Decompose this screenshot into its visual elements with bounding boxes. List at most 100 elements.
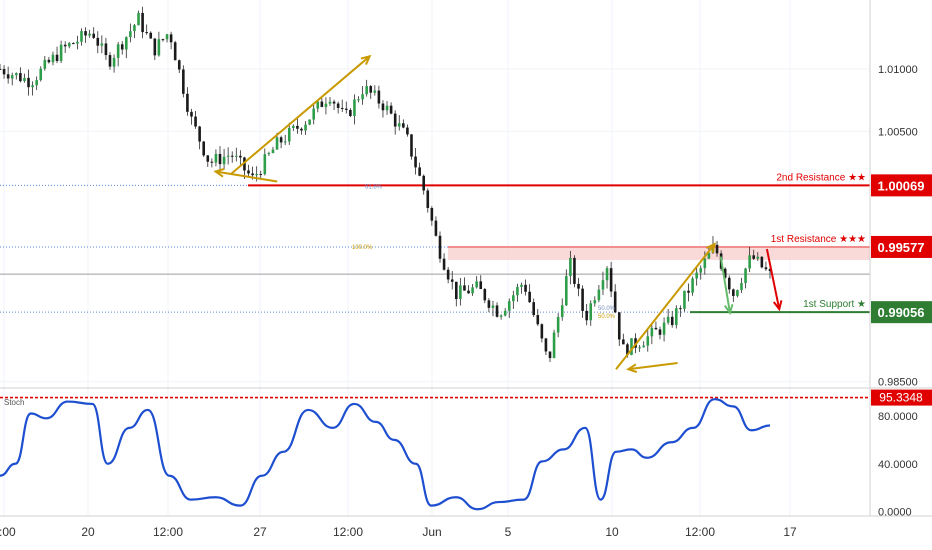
price-badge-label: 1.00069 (878, 178, 925, 193)
candle-body (520, 284, 523, 287)
candle-body (145, 32, 148, 34)
candle-body (654, 327, 658, 330)
candle-body (116, 44, 120, 58)
time-tick-label: 12:00 (333, 525, 363, 539)
candle-body (638, 347, 641, 349)
candle-body (353, 99, 356, 116)
candle-body (593, 300, 597, 304)
candle-body (51, 54, 55, 63)
candle-body (263, 154, 267, 175)
trend-arrow (215, 170, 278, 183)
candle-body (703, 258, 707, 269)
candle-body (275, 137, 279, 150)
candle-body (247, 170, 250, 174)
candle-body (658, 329, 662, 335)
candle-body (630, 338, 633, 356)
candle-body (324, 103, 328, 107)
time-tick-label: 27 (253, 525, 267, 539)
price-badge-label: 0.99056 (878, 305, 925, 320)
candle-body (450, 279, 454, 282)
candle-body (744, 268, 747, 284)
price-badge-label: 0.99577 (878, 240, 925, 255)
candle-body (483, 289, 487, 301)
time-axis: 3:00 20 12:00 27 12:00 Jun 5 10 12:00 17 (0, 525, 797, 539)
candle-body (463, 285, 466, 291)
candle-body (226, 155, 230, 157)
candle-body (499, 315, 503, 317)
candle-body (108, 55, 112, 67)
time-tick-label: 5 (505, 525, 512, 539)
candle-body (194, 116, 197, 127)
candle-body (133, 25, 136, 32)
candle-body (715, 244, 719, 254)
candle-body (528, 291, 531, 303)
candle-body (120, 44, 124, 50)
candle-body (540, 324, 544, 339)
fib-label: 50.0% (598, 306, 616, 312)
candle-body (699, 268, 703, 273)
candle-body (182, 69, 185, 94)
candle-body (666, 316, 670, 323)
candle-body (589, 303, 593, 321)
candle-body (47, 59, 51, 63)
candle-body (577, 283, 580, 289)
candle-body (141, 12, 144, 33)
trend-arrow (230, 55, 371, 175)
price-pane: 2nd Resistance ★★ 1st Resistance ★★★ 1st S… (0, 6, 870, 374)
stoch-tick-label: 80.0000 (878, 411, 918, 423)
candle-body (454, 281, 458, 299)
candle-body (548, 351, 552, 359)
candle-body (35, 80, 38, 86)
candle-body (723, 268, 727, 278)
time-tick-label: 10 (605, 525, 619, 539)
trend-arrow (628, 361, 678, 371)
candle-body (385, 105, 389, 111)
support-resistance-levels: 2nd Resistance ★★ 1st Resistance ★★★ 1st S… (0, 172, 870, 314)
level-label: 1st Resistance ★★★ (771, 234, 866, 245)
candle-body (764, 267, 768, 270)
candle-body (287, 128, 291, 142)
candle-body (43, 59, 47, 69)
candle-body (296, 125, 299, 129)
candle-body (349, 109, 352, 116)
candle-body (259, 173, 263, 175)
candle-body (670, 316, 674, 326)
candle-body (336, 103, 340, 108)
candle-body (234, 155, 238, 157)
level-label: 1st Support ★ (803, 299, 866, 310)
price-axis: 1.01000 1.00500 0.98500 1.00069 0.99577 0.990… (871, 64, 932, 389)
candle-body (344, 108, 348, 110)
candle-body (124, 37, 128, 50)
candle-body (251, 173, 254, 176)
candle-body (556, 316, 560, 333)
candle-body (88, 33, 91, 36)
candle-body (39, 68, 43, 81)
candle-body (406, 127, 409, 135)
candle-body (14, 73, 18, 76)
candle-body (59, 44, 63, 62)
time-tick-label: 12:00 (685, 525, 715, 539)
candle-body (613, 291, 617, 313)
candle-body (727, 277, 731, 290)
candle-body (104, 43, 108, 56)
candle-body (2, 68, 6, 75)
candle-body (0, 68, 2, 70)
candle-body (581, 288, 584, 311)
candle-body (495, 305, 499, 317)
candle-body (190, 111, 193, 117)
candle-body (161, 39, 165, 41)
candle-body (6, 74, 10, 79)
candle-body (422, 175, 426, 191)
candle-body (475, 281, 478, 288)
candle-body (426, 190, 430, 208)
candle-body (173, 42, 177, 61)
candle-body (381, 103, 385, 111)
candle-body (748, 255, 751, 269)
candle-body (544, 338, 548, 352)
grid (0, 0, 870, 516)
candle-body (740, 283, 743, 291)
trend-arrow-head (706, 242, 716, 254)
stoch-badge (871, 389, 932, 406)
stoch-axis: 80.0000 40.0000 0.0000 95.3348 (871, 389, 932, 519)
candle-body (467, 290, 470, 294)
